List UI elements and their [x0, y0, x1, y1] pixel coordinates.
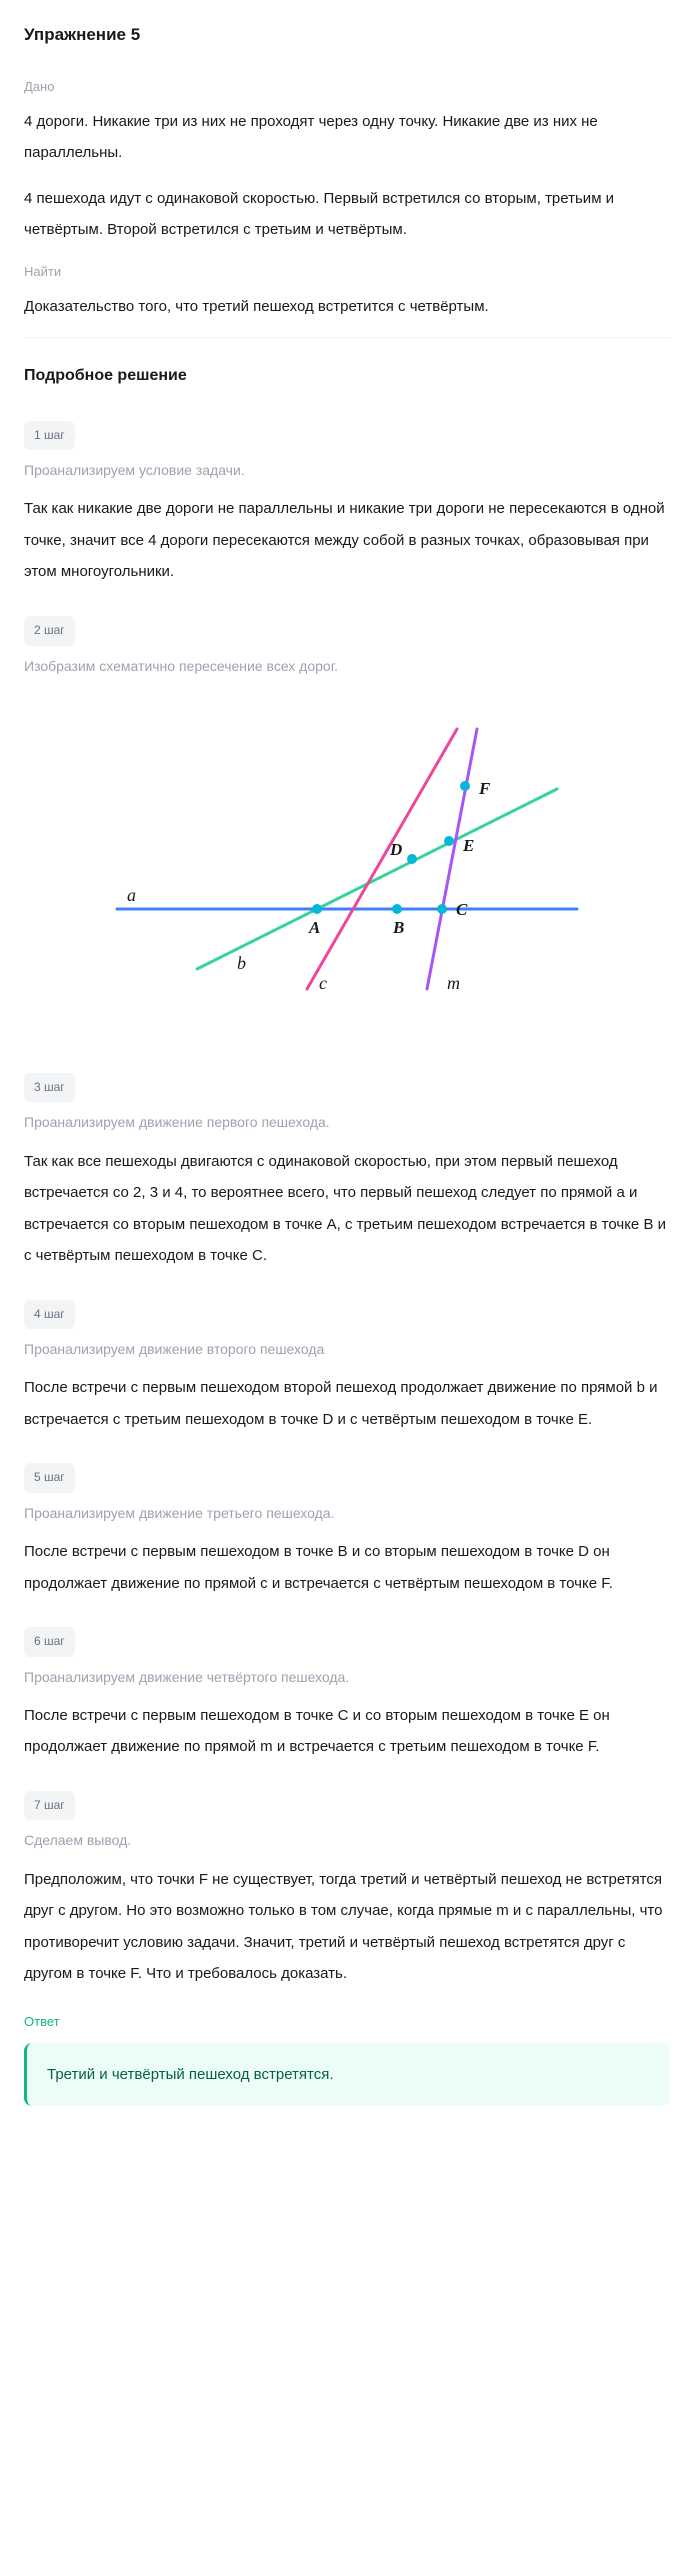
step-badge: 7 шаг: [24, 1791, 75, 1821]
step-badge: 3 шаг: [24, 1073, 75, 1103]
svg-text:D: D: [389, 840, 402, 859]
step-desc: Проанализируем движение третьего пешеход…: [24, 1501, 670, 1526]
step-4: 4 шаг Проанализируем движение второго пе…: [24, 1286, 670, 1436]
step-1: 1 шаг Проанализируем условие задачи. Так…: [24, 407, 670, 588]
step-3: 3 шаг Проанализируем движение первого пе…: [24, 1059, 670, 1272]
svg-text:c: c: [319, 973, 327, 993]
step-desc: Проанализируем условие задачи.: [24, 458, 670, 483]
step-7: 7 шаг Сделаем вывод. Предположим, что то…: [24, 1777, 670, 1990]
step-body: После встречи с первым пешеходом в точке…: [24, 1536, 670, 1599]
step-body: После встречи с первым пешеходом второй …: [24, 1372, 670, 1435]
svg-text:b: b: [237, 953, 246, 973]
given-label: Дано: [24, 75, 670, 98]
given-paragraph-2: 4 пешехода идут с одинаковой скоростью. …: [24, 183, 670, 246]
svg-text:A: A: [308, 918, 320, 937]
step-badge: 6 шаг: [24, 1627, 75, 1657]
step-desc: Проанализируем движение первого пешехода…: [24, 1110, 670, 1135]
diagram-svg: A B C D E Fa b c m: [87, 709, 607, 1009]
exercise-title: Упражнение 5: [24, 20, 670, 51]
find-paragraph: Доказательство того, что третий пешеход …: [24, 291, 670, 323]
given-paragraph-1: 4 дороги. Никакие три из них не проходят…: [24, 106, 670, 169]
step-desc: Изобразим схематично пересечение всех до…: [24, 654, 670, 679]
roads-diagram: A B C D E Fa b c m: [24, 709, 670, 1009]
step-body: Так как все пешеходы двигаются с одинако…: [24, 1146, 670, 1272]
svg-text:E: E: [462, 836, 474, 855]
step-2: 2 шаг Изобразим схематично пересечение в…: [24, 602, 670, 679]
find-label: Найти: [24, 260, 670, 283]
step-badge: 2 шаг: [24, 616, 75, 646]
step-body: После встречи с первым пешеходом в точке…: [24, 1700, 670, 1763]
svg-text:F: F: [478, 779, 491, 798]
svg-text:C: C: [456, 900, 468, 919]
step-badge: 5 шаг: [24, 1463, 75, 1493]
step-5: 5 шаг Проанализируем движение третьего п…: [24, 1449, 670, 1599]
step-body: Предположим, что точки F не существует, …: [24, 1864, 670, 1990]
step-desc: Проанализируем движение четвёртого пешех…: [24, 1665, 670, 1690]
step-body: Так как никакие две дороги не параллельн…: [24, 493, 670, 588]
solution-title: Подробное решение: [24, 362, 670, 391]
separator: [24, 337, 670, 338]
step-badge: 1 шаг: [24, 421, 75, 451]
step-badge: 4 шаг: [24, 1300, 75, 1330]
answer-box: Третий и четвёртый пешеход встретятся.: [24, 2043, 670, 2106]
svg-text:m: m: [447, 973, 460, 993]
svg-text:a: a: [127, 885, 136, 905]
svg-text:B: B: [392, 918, 404, 937]
step-desc: Проанализируем движение второго пешехода: [24, 1337, 670, 1362]
step-6: 6 шаг Проанализируем движение четвёртого…: [24, 1613, 670, 1763]
answer-label: Ответ: [24, 2010, 670, 2033]
step-desc: Сделаем вывод.: [24, 1828, 670, 1853]
